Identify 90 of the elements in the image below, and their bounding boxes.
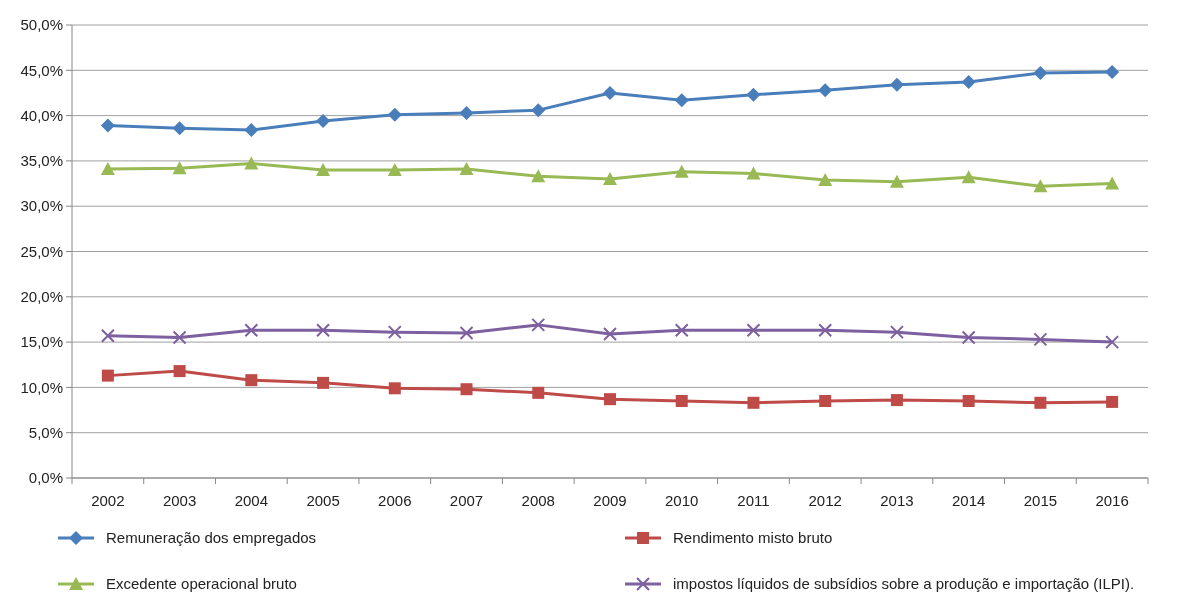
- point: [746, 323, 761, 338]
- point: [387, 107, 402, 122]
- x-tick-label: 2004: [234, 492, 269, 509]
- legend-label: Remuneração dos empregados: [106, 529, 317, 547]
- point: [674, 323, 689, 338]
- x-tick-label: 2015: [1023, 492, 1058, 509]
- point: [1033, 66, 1048, 81]
- point: [890, 394, 903, 407]
- point: [818, 323, 833, 338]
- point: [1105, 176, 1120, 190]
- x-tick-label: 2006: [378, 492, 412, 509]
- point: [746, 166, 761, 180]
- y-tick-label: 25,0%: [20, 242, 63, 260]
- point: [316, 114, 331, 129]
- point: [889, 325, 904, 340]
- point: [459, 326, 474, 341]
- point: [172, 161, 187, 175]
- point: [603, 85, 617, 100]
- point: [388, 382, 401, 395]
- x-tick-label: 2007: [449, 492, 484, 509]
- point: [603, 326, 617, 341]
- point: [1033, 332, 1048, 347]
- x-tick-label: 2008: [521, 492, 555, 509]
- y-tick-label: 10,0%: [20, 378, 63, 396]
- point: [100, 118, 115, 133]
- legend-label: impostos líquidos de subsídios sobre a produção e importação (ILPI).: [673, 575, 1135, 593]
- point: [1033, 179, 1048, 193]
- point: [317, 376, 330, 389]
- x-tick-label: 2012: [808, 492, 842, 509]
- point: [962, 394, 975, 407]
- point: [961, 330, 976, 345]
- point: [316, 162, 331, 176]
- point: [387, 325, 402, 340]
- point: [818, 172, 833, 186]
- point: [173, 365, 186, 378]
- point: [818, 83, 833, 98]
- y-tick-label: 0,0%: [28, 469, 63, 487]
- y-tick-label: 30,0%: [20, 197, 63, 215]
- legend-label: Excedente operacional bruto: [106, 575, 297, 593]
- point: [674, 164, 689, 178]
- point: [674, 93, 689, 108]
- point: [531, 317, 546, 332]
- point: [889, 77, 904, 92]
- point: [1105, 335, 1120, 350]
- point: [244, 323, 259, 338]
- x-tick-label: 2013: [880, 492, 914, 509]
- point: [603, 172, 617, 186]
- point: [531, 169, 546, 183]
- point: [459, 105, 474, 120]
- point: [100, 328, 115, 343]
- y-tick-label: 40,0%: [20, 106, 63, 124]
- point: [100, 162, 115, 176]
- y-tick-label: 35,0%: [20, 152, 63, 170]
- point: [1106, 395, 1119, 408]
- point: [1105, 65, 1120, 80]
- y-tick-label: 15,0%: [20, 333, 63, 351]
- y-tick-label: 45,0%: [20, 61, 63, 79]
- y-tick-label: 50,0%: [20, 16, 63, 34]
- x-tick-label: 2014: [951, 492, 986, 509]
- point: [961, 170, 976, 184]
- point: [746, 87, 761, 102]
- point: [245, 374, 258, 387]
- point: [459, 162, 474, 176]
- point: [316, 323, 331, 338]
- point: [172, 121, 187, 136]
- point: [172, 330, 187, 345]
- x-tick-label: 2003: [162, 492, 197, 509]
- x-tick-label: 2010: [665, 492, 699, 509]
- point: [531, 103, 546, 118]
- x-tick-label: 2011: [737, 492, 770, 509]
- x-tick-label: 2005: [306, 492, 340, 509]
- legend-label: Rendimento misto bruto: [673, 529, 833, 547]
- point: [1034, 396, 1047, 409]
- x-tick-label: 2016: [1095, 492, 1129, 509]
- x-tick-label: 2002: [91, 492, 125, 509]
- point: [889, 174, 904, 188]
- point: [244, 123, 259, 138]
- point: [244, 156, 259, 170]
- point: [460, 383, 473, 396]
- x-tick-label: 2009: [593, 492, 627, 509]
- point: [532, 386, 545, 399]
- point: [101, 369, 114, 382]
- point: [675, 394, 688, 407]
- point: [387, 162, 402, 176]
- point: [819, 394, 832, 407]
- point: [604, 393, 616, 406]
- y-tick-label: 20,0%: [20, 288, 63, 306]
- point: [961, 75, 976, 90]
- point: [747, 396, 760, 409]
- y-tick-label: 5,0%: [28, 423, 63, 441]
